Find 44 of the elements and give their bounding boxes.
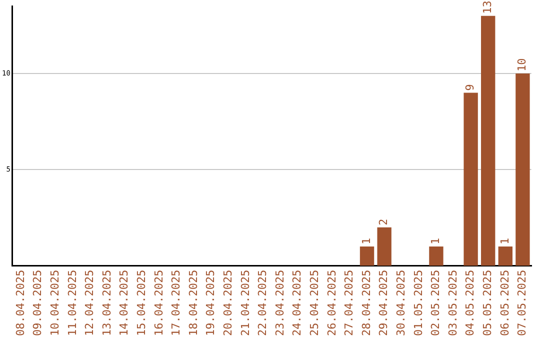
bar — [377, 227, 392, 266]
x-tick-label: 05.05.2025 — [480, 270, 494, 336]
x-tick-label: 17.04.2025 — [170, 270, 183, 336]
x-tick-label: 15.04.2025 — [135, 270, 148, 336]
x-tick-label: 18.04.2025 — [186, 270, 200, 336]
bar — [464, 92, 478, 266]
data-label: 1 — [498, 238, 512, 245]
x-tick-label: 10.04.2025 — [48, 270, 62, 336]
x-tick-label: 08.04.2025 — [14, 270, 27, 336]
x-tick-label: 01.05.2025 — [412, 270, 425, 336]
bar — [498, 246, 512, 266]
x-tick-label: 03.05.2025 — [446, 270, 460, 336]
x-tick-label: 07.05.2025 — [516, 270, 529, 336]
x-tick-label: 30.04.2025 — [394, 270, 408, 336]
bar — [360, 246, 374, 266]
x-tick-label: 28.04.2025 — [360, 270, 373, 336]
x-tick-label: 11.04.2025 — [66, 270, 79, 336]
x-tick-label: 21.04.2025 — [238, 270, 252, 336]
x-tick-label: 09.04.2025 — [31, 270, 44, 336]
data-label: 9 — [464, 84, 477, 91]
x-tick-label: 19.04.2025 — [204, 270, 218, 336]
x-tick-label: 16.04.2025 — [152, 270, 166, 336]
x-tick-label: 23.04.2025 — [273, 270, 286, 336]
x-tick-label: 25.04.2025 — [308, 270, 321, 336]
data-label: 10 — [516, 58, 529, 72]
x-tick-label: 27.04.2025 — [342, 270, 356, 336]
x-tick-label: 04.05.2025 — [464, 270, 477, 336]
x-tick-label: 13.04.2025 — [100, 270, 114, 336]
bar — [516, 73, 530, 266]
x-tick-label: 29.04.2025 — [377, 270, 390, 336]
x-tick-label: 06.05.2025 — [498, 270, 512, 336]
x-tick-label: 20.04.2025 — [222, 270, 235, 336]
x-tick-label: 02.05.2025 — [429, 270, 442, 336]
x-tick-label: 14.04.2025 — [118, 270, 131, 336]
x-tick-label: 24.04.2025 — [290, 270, 304, 336]
x-tick-label: 12.04.2025 — [83, 270, 96, 336]
x-tick-label: 26.04.2025 — [325, 270, 338, 336]
data-label: 1 — [429, 238, 442, 245]
x-tick-label: 22.04.2025 — [256, 270, 270, 336]
data-label: 2 — [377, 218, 390, 226]
bar — [481, 16, 496, 266]
data-label: 13 — [480, 0, 494, 14]
data-label: 1 — [360, 238, 373, 245]
bar — [429, 246, 444, 266]
